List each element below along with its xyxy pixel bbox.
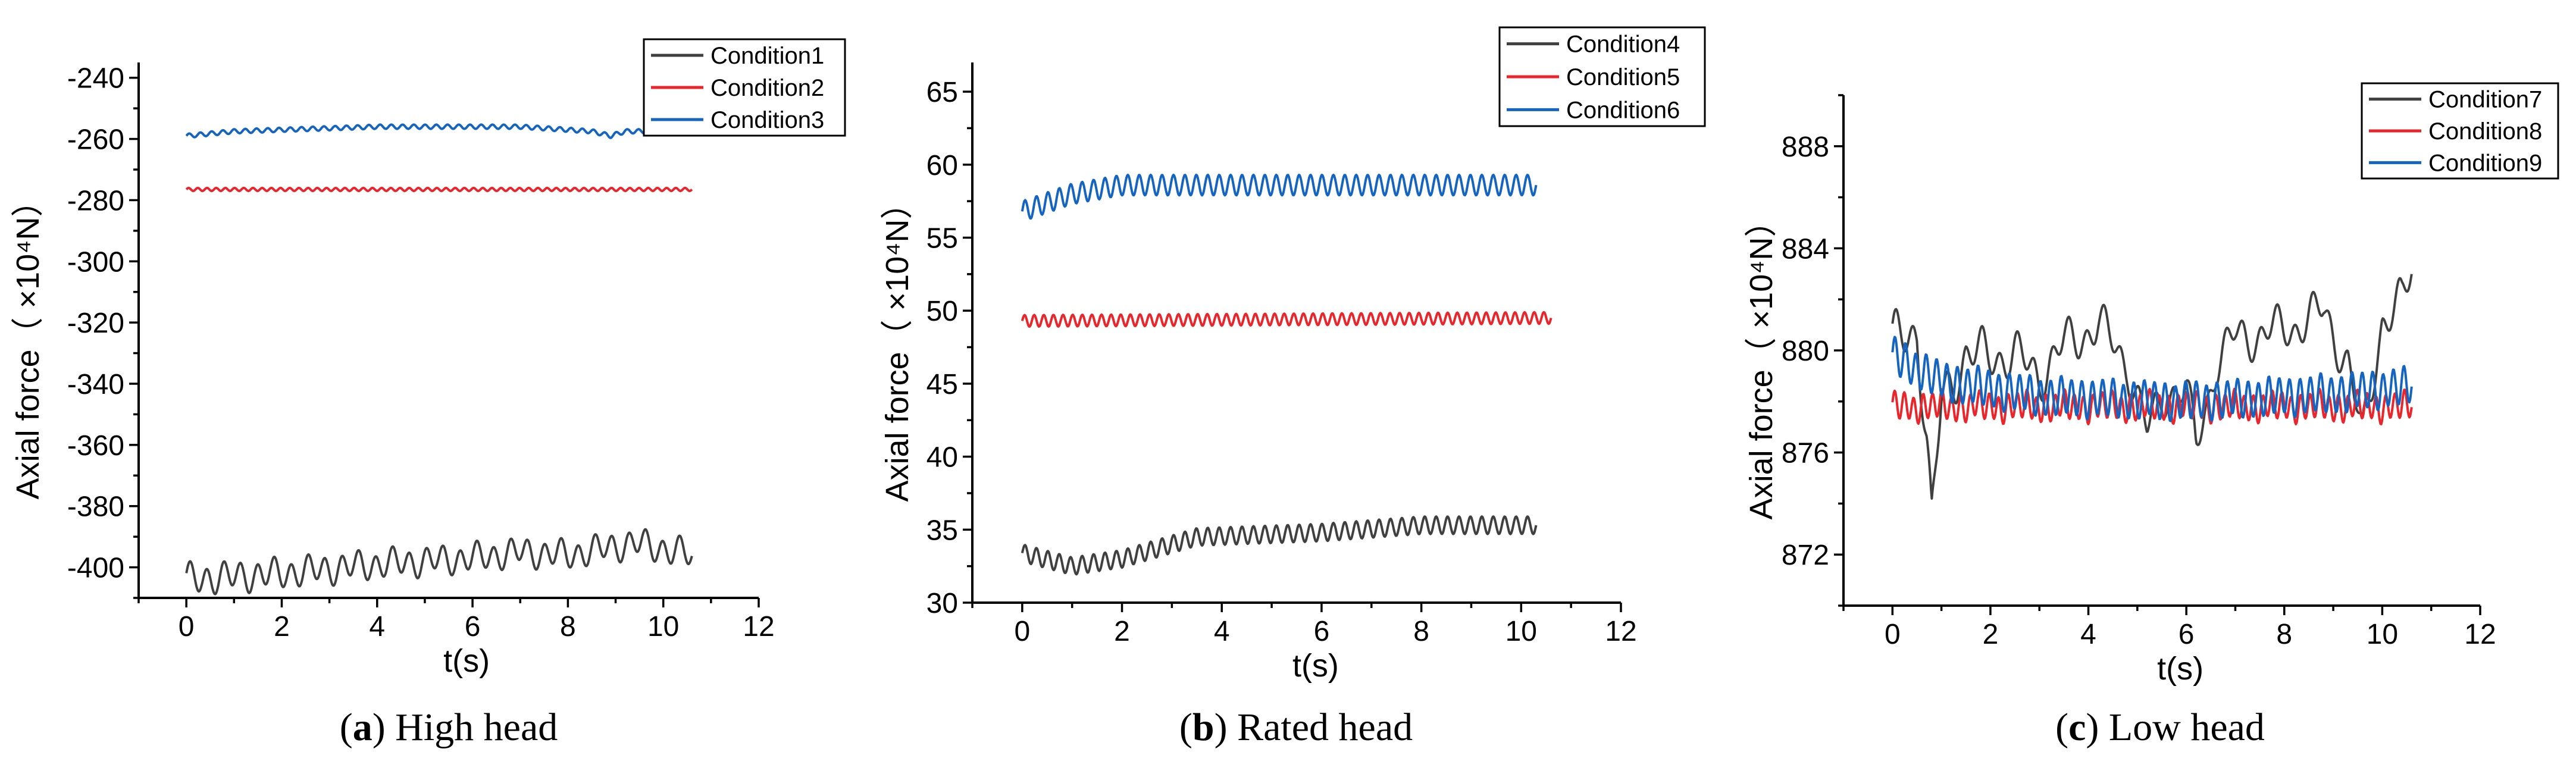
y-tick-label: 50 <box>927 296 958 327</box>
panel-caption: (c) Low head <box>2055 706 2265 749</box>
legend-label: Condition4 <box>1566 32 1680 58</box>
y-axis-title: Axial force（ ×10⁴N） <box>10 185 46 500</box>
y-tick-label: 880 <box>1782 336 1829 367</box>
x-tick-label: 8 <box>560 611 576 643</box>
x-tick-label: 2 <box>1114 616 1130 647</box>
x-tick-label: 8 <box>1413 616 1429 647</box>
chart-panel-3: 0 2 4 6 8 10 12 872 876 880 884 888 t(s) Axial force（… <box>1744 82 2559 749</box>
y-tick-label: -380 <box>67 491 124 523</box>
series-line-condition3 <box>185 123 693 139</box>
legend-label: Condition8 <box>2428 118 2542 145</box>
x-tick-label: 4 <box>1214 616 1230 647</box>
y-axis-title: Axial force（ ×10⁴N） <box>1744 205 1779 520</box>
y-tick-label: -320 <box>67 308 124 339</box>
y-tick-label: -280 <box>67 185 124 217</box>
y-tick-label: -260 <box>67 124 124 156</box>
legend-label: Condition5 <box>1566 64 1680 90</box>
x-tick-label: 6 <box>1314 616 1330 647</box>
x-tick-label: 12 <box>2464 619 2496 650</box>
y-tick-label: 35 <box>927 515 958 546</box>
y-tick-label: 872 <box>1782 540 1829 571</box>
y-tick-label: 40 <box>927 442 958 474</box>
x-tick-label: 12 <box>1605 616 1636 647</box>
x-tick-label: 0 <box>1885 619 1901 650</box>
series-line-condition4 <box>1021 515 1538 576</box>
series-line-condition2 <box>185 186 693 192</box>
legend-label: Condition9 <box>2428 150 2542 176</box>
series-line-condition5 <box>1021 311 1553 328</box>
x-tick-label: 4 <box>369 611 385 643</box>
series-line-condition1 <box>185 528 693 596</box>
y-tick-label: 888 <box>1782 131 1829 163</box>
panel-caption: (a) High head <box>340 706 558 749</box>
x-tick-label: 10 <box>647 611 679 643</box>
x-tick-label: 10 <box>2367 619 2398 650</box>
x-tick-label: 12 <box>743 611 774 643</box>
y-tick-label: -400 <box>67 553 124 584</box>
x-tick-label: 0 <box>179 611 195 643</box>
legend-label: Condition2 <box>710 75 824 101</box>
legend-label: Condition7 <box>2428 87 2542 113</box>
x-axis-title: t(s) <box>443 643 490 679</box>
series-line-condition6 <box>1021 174 1538 220</box>
legend-label: Condition1 <box>710 43 824 69</box>
chart-panel-2: 0 2 4 6 8 10 12 30 35 40 45 50 55 60 65 t(s) Axial force… <box>879 26 1706 749</box>
y-axis-title: Axial force（ ×10⁴N） <box>879 187 915 502</box>
y-tick-label: 60 <box>927 150 958 181</box>
x-tick-label: 4 <box>2080 619 2096 650</box>
y-tick-label: 30 <box>927 588 958 619</box>
chart-panel-1: 0 2 4 6 8 10 12 -400 -380 -360 -340 -320 -300 -280 -26… <box>10 38 846 749</box>
y-tick-label: 55 <box>927 223 958 254</box>
legend-label: Condition6 <box>1566 97 1680 123</box>
x-tick-label: 2 <box>274 611 290 643</box>
x-tick-label: 8 <box>2276 619 2292 650</box>
x-axis-title: t(s) <box>1292 648 1339 684</box>
x-tick-label: 0 <box>1014 616 1030 647</box>
y-tick-label: 884 <box>1782 233 1829 265</box>
x-tick-label: 6 <box>2179 619 2195 650</box>
y-tick-label: 876 <box>1782 438 1829 469</box>
x-axis-title: t(s) <box>2157 651 2203 687</box>
x-tick-label: 10 <box>1505 616 1537 647</box>
x-tick-label: 2 <box>1983 619 1999 650</box>
y-tick-label: -360 <box>67 430 124 462</box>
y-tick-label: -240 <box>67 63 124 95</box>
y-tick-label: 45 <box>927 369 958 400</box>
legend-label: Condition3 <box>710 107 824 133</box>
y-tick-label: -340 <box>67 369 124 400</box>
y-tick-label: -300 <box>67 246 124 278</box>
series-line-condition9 <box>1891 336 2413 422</box>
x-tick-label: 6 <box>465 611 481 643</box>
panel-caption: (b) Rated head <box>1179 706 1413 749</box>
y-tick-label: 65 <box>927 77 958 108</box>
